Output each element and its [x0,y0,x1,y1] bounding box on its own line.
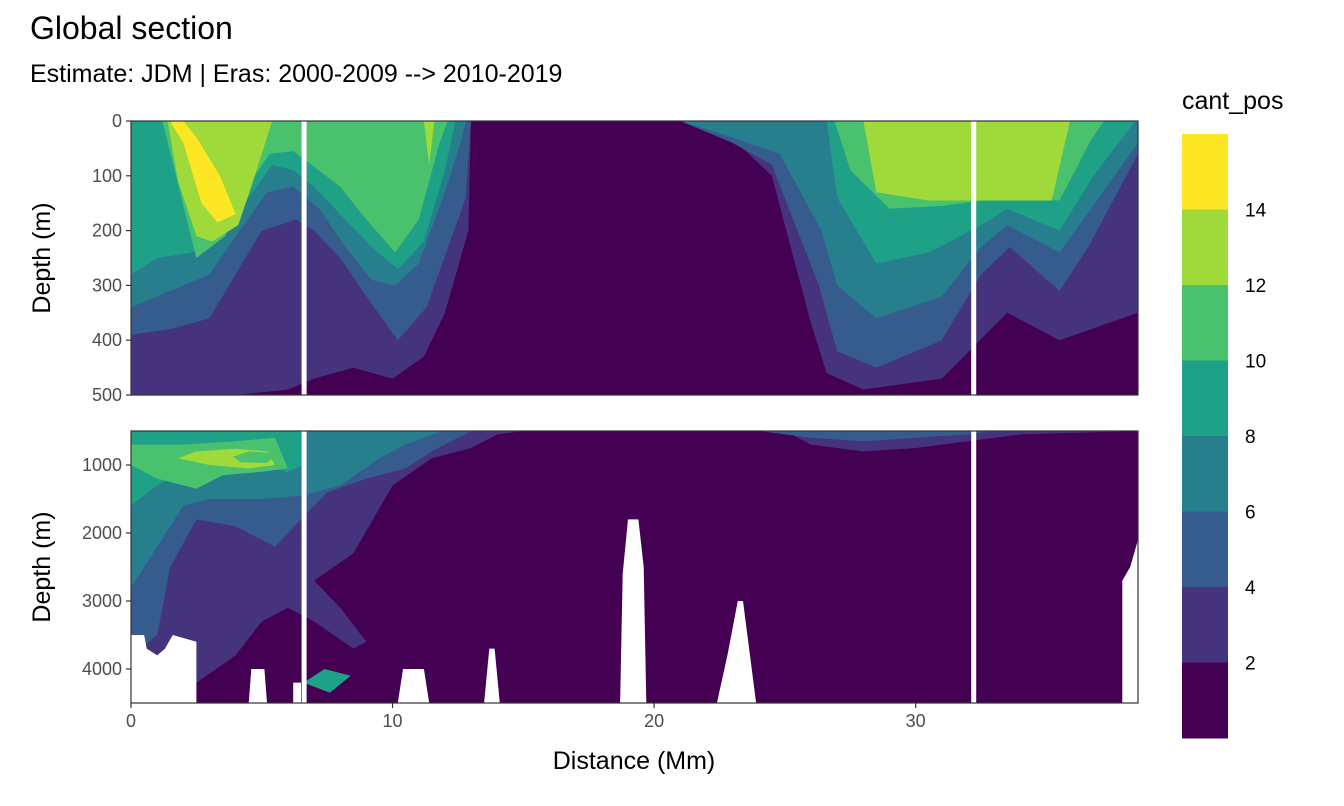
x-tick-label: 30 [906,711,926,731]
y-axis-title-lower: Depth (m) [28,511,56,622]
legend-swatch [1182,436,1228,512]
axes: 0 100 200 300 400 500 1000 2000 3000 4000 0 10 20 30 [82,111,926,731]
section-gap [971,121,977,395]
seafloor-mask [131,635,197,703]
legend-label: 6 [1245,503,1256,524]
legend-label: 10 [1245,352,1266,373]
contour-patch-6 [233,451,278,463]
seafloor-mask [248,669,267,703]
x-axis-title: Distance (Mm) [553,747,716,775]
legend-swatch [1182,587,1228,663]
legend: 2 4 6 8 10 12 14 [1182,134,1267,739]
upper-panel [130,120,1139,396]
contour-band-4 [131,431,968,588]
legend-swatch [1182,209,1228,286]
seafloor-mask [1122,539,1138,703]
x-tick-label: 20 [644,711,664,731]
legend-label: 12 [1245,276,1266,297]
x-tick-label: 0 [126,711,136,731]
section-gap [971,431,977,703]
legend-label: 14 [1245,201,1267,222]
legend-swatch [1182,511,1228,588]
legend-swatch [1182,285,1228,361]
y-tick-label: 200 [92,221,122,241]
y-axis-title-upper: Depth (m) [28,202,56,313]
legend-swatch [1182,134,1228,210]
seafloor-mask [293,682,301,703]
seafloor-mask [484,648,500,703]
y-tick-label: 3000 [82,591,122,611]
legend-label: 2 [1245,654,1256,675]
panel-border [130,120,1139,396]
panel-border [130,430,1139,704]
contour-band-8 [131,121,236,223]
legend-label: 4 [1245,578,1256,599]
legend-label: 8 [1245,427,1256,448]
section-gap [301,121,307,395]
section-gap [301,431,307,703]
legend-swatch [1182,662,1228,739]
seafloor-mask [716,601,757,703]
chart-subtitle: Estimate: JDM | Eras: 2000-2009 --> 2010… [30,60,563,88]
chart-title: Global section [30,10,233,46]
y-tick-label: 500 [92,385,122,405]
legend-swatch [1182,360,1228,437]
y-tick-label: 300 [92,275,122,295]
lower-panel [130,430,1139,704]
y-tick-label: 0 [112,111,122,131]
contour-band-2 [131,431,1138,697]
y-tick-label: 4000 [82,659,122,679]
legend-title: cant_pos [1182,87,1283,115]
y-tick-label: 2000 [82,523,122,543]
contour-patch-5 [303,669,351,693]
y-tick-label: 1000 [82,455,122,475]
seafloor-mask [397,669,430,703]
contour-band-6 [131,121,1104,258]
y-tick-label: 100 [92,166,122,186]
seafloor-mask [620,519,647,703]
x-tick-label: 10 [383,711,403,731]
y-tick-label: 400 [92,330,122,350]
